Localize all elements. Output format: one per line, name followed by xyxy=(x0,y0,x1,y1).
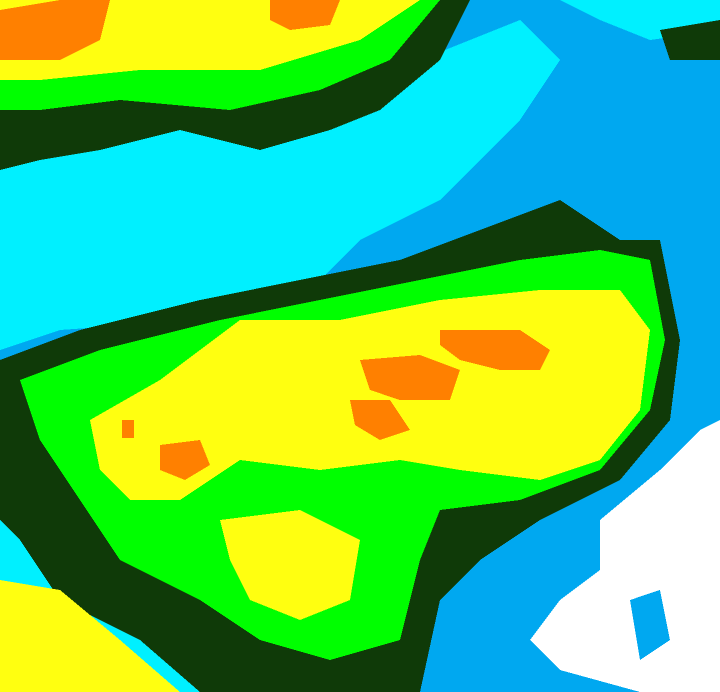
blue-gap xyxy=(630,590,670,660)
cyan-region xyxy=(0,20,560,350)
orange-upper-mid xyxy=(270,0,340,30)
yellow-lower-left xyxy=(0,580,180,692)
dark-green-top-right xyxy=(660,20,720,60)
orange-core-1 xyxy=(440,330,550,370)
orange-core-4 xyxy=(160,440,210,480)
orange-core-3 xyxy=(350,400,410,440)
orange-upper-left xyxy=(0,0,110,60)
white-region xyxy=(530,420,720,692)
yellow-lower-cell xyxy=(220,510,360,620)
orange-core-2 xyxy=(360,355,460,400)
orange-speck xyxy=(122,420,134,438)
